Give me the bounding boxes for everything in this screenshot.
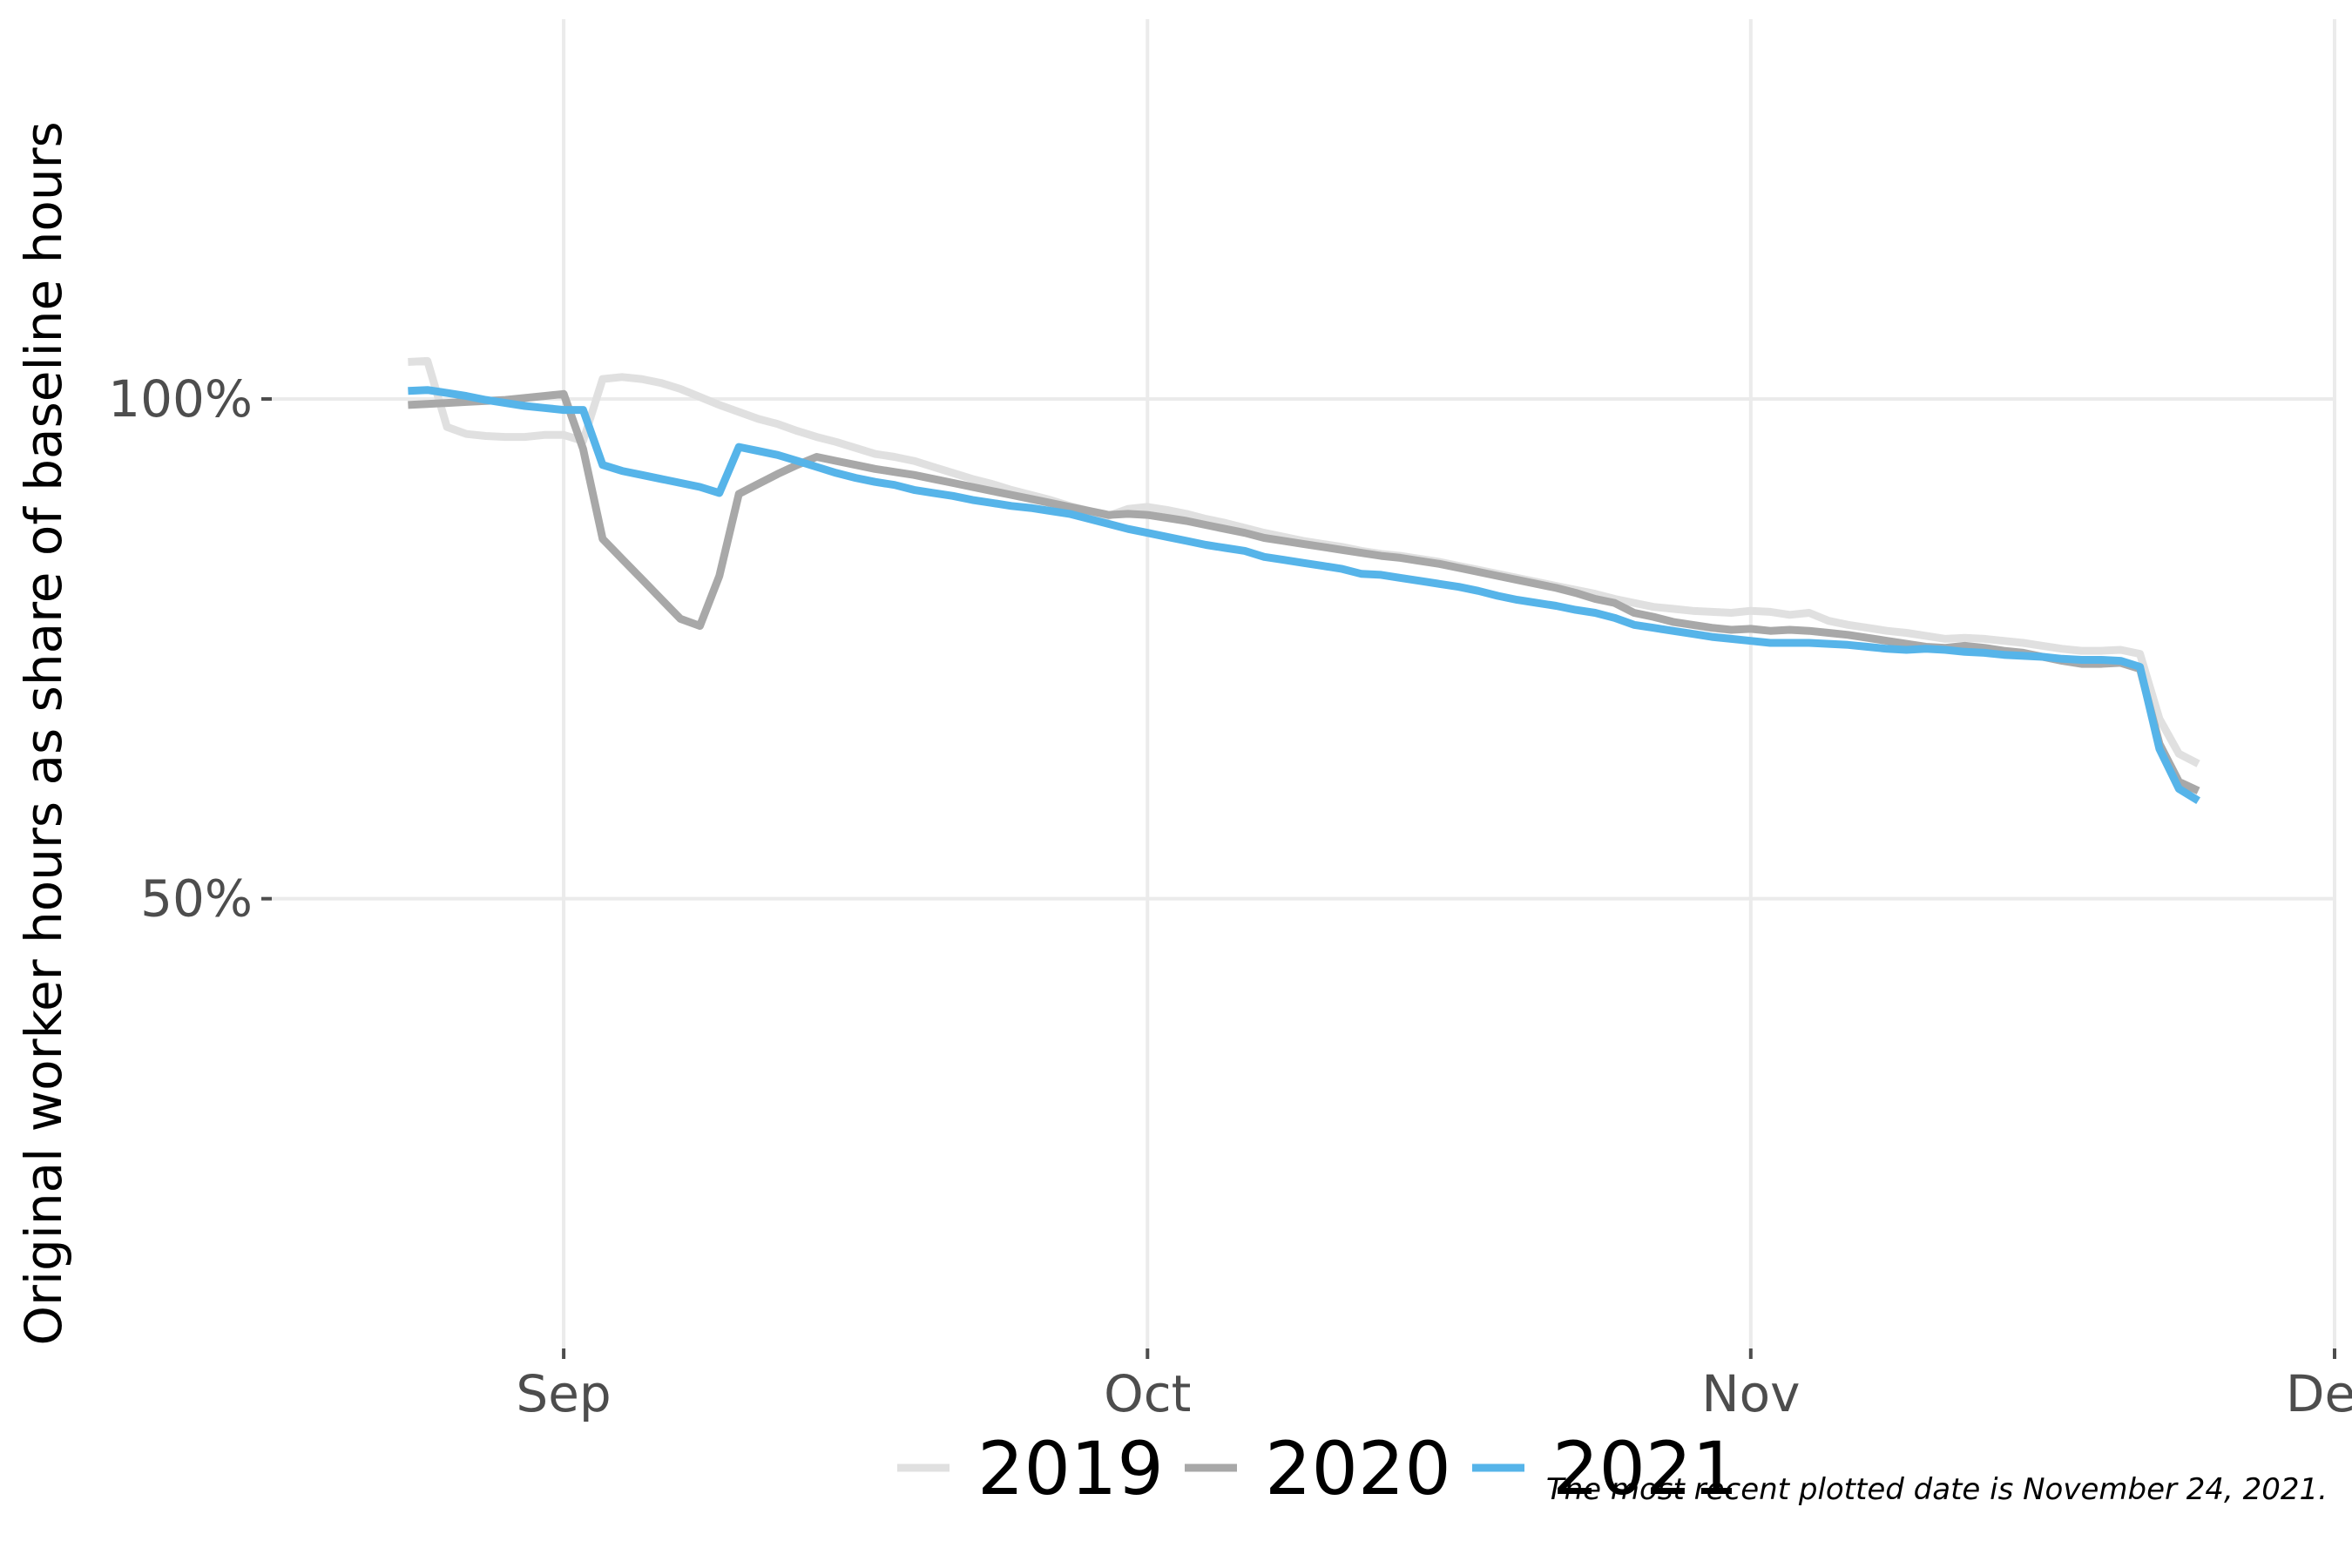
x-axis-ticks: Sep Oct Nov Dec xyxy=(516,1348,2352,1423)
x-tick-label: Dec xyxy=(2286,1364,2352,1423)
caption: The most recent plotted date is November… xyxy=(1546,1472,2328,1507)
y-tick-label: 50% xyxy=(140,869,253,929)
y-axis-ticks: 100% 50% xyxy=(108,369,272,929)
grid-layer xyxy=(272,19,2336,1348)
x-tick-label: Oct xyxy=(1104,1364,1191,1423)
x-tick-label: Sep xyxy=(516,1364,611,1423)
series-line-2021 xyxy=(408,386,2200,805)
series-line-2020 xyxy=(408,389,2200,794)
series-layer xyxy=(408,356,2200,805)
y-axis-label: Original worker hours as share of baseli… xyxy=(14,121,73,1345)
y-tick-label: 100% xyxy=(108,369,253,429)
legend-label-2021: 2021 xyxy=(1552,1426,1739,1511)
legend-label-2020: 2020 xyxy=(1265,1426,1451,1511)
x-tick-label: Nov xyxy=(1701,1364,1800,1423)
legend-label-2019: 2019 xyxy=(977,1426,1164,1511)
legend: 2019 2020 2021 xyxy=(897,1426,1739,1511)
